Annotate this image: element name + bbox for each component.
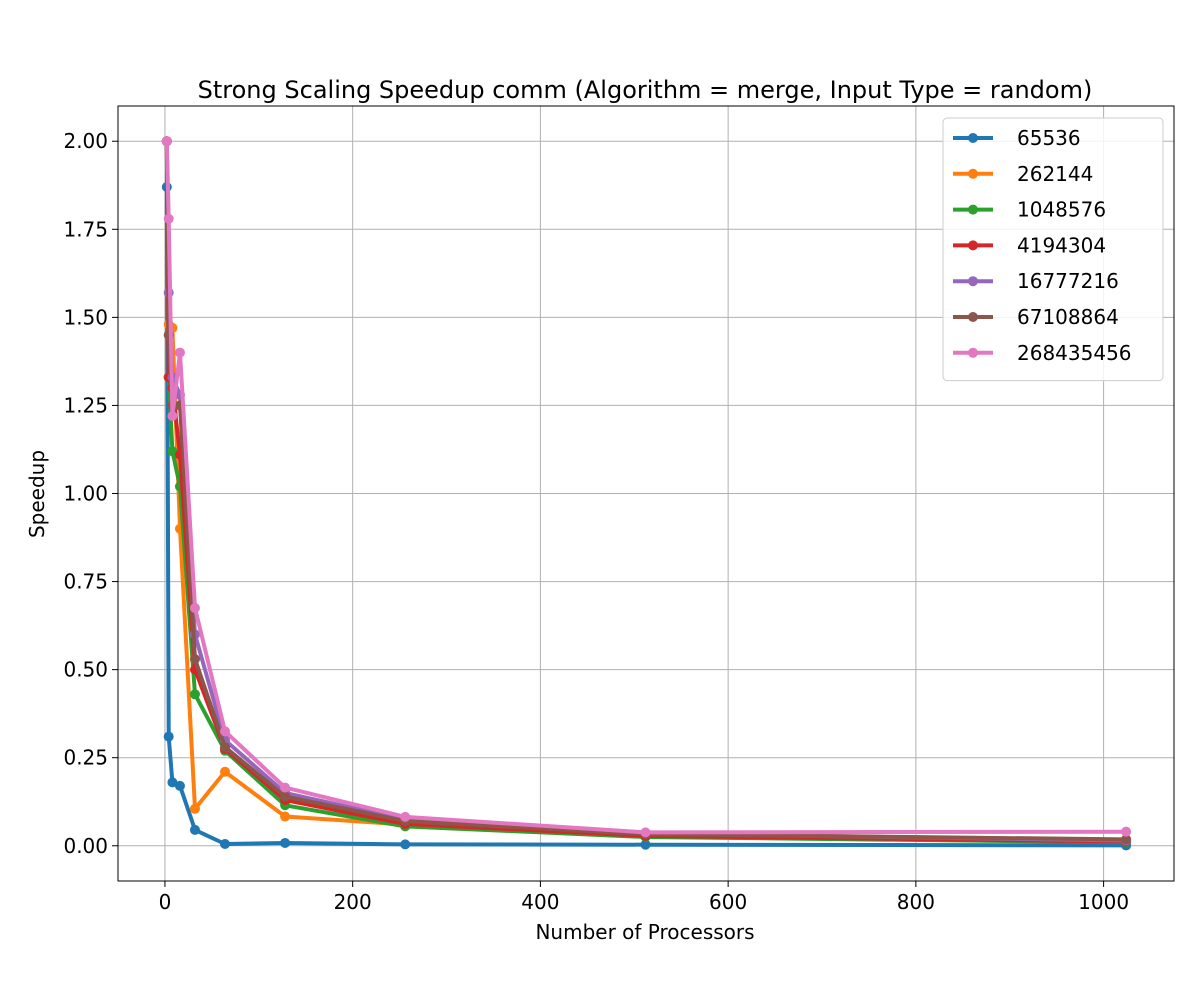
data-point <box>167 411 178 421</box>
series-268435456 <box>161 136 1132 838</box>
y-tick-label: 1.50 <box>63 305 108 329</box>
y-tick-label: 1.75 <box>63 217 108 241</box>
data-point <box>189 803 200 814</box>
legend-swatch-marker <box>968 240 978 251</box>
data-point <box>189 689 200 700</box>
legend-label: 65536 <box>1017 126 1081 150</box>
y-tick-label: 0.00 <box>63 834 108 858</box>
data-point <box>280 782 291 793</box>
data-point <box>400 811 411 822</box>
legend-item: 268435456 <box>953 341 1132 365</box>
legend-box <box>942 117 1164 382</box>
legend: 65536 262144 1048576 4194304 16777216 6710886… <box>942 117 1164 382</box>
y-tick-label: 1.25 <box>63 393 108 417</box>
data-point <box>280 837 291 848</box>
legend-item: 4194304 <box>953 233 1106 257</box>
data-point <box>280 791 291 802</box>
x-tick-label: 200 <box>334 890 372 914</box>
x-tick-label: 600 <box>709 890 747 914</box>
legend-item: 262144 <box>953 162 1093 186</box>
x-tick-label: 800 <box>897 890 935 914</box>
x-tick-label: 0 <box>159 890 172 914</box>
y-tick-label: 0.50 <box>63 658 108 682</box>
y-tick-label: 0.75 <box>63 570 108 594</box>
legend-label: 67108864 <box>1017 305 1119 329</box>
data-point <box>1121 826 1132 837</box>
legend-swatch-marker <box>968 312 978 322</box>
series-65536 <box>161 182 1132 851</box>
legend-label: 16777216 <box>1017 269 1119 293</box>
data-point <box>167 446 178 457</box>
data-point <box>220 742 231 753</box>
series-lines <box>161 136 1132 851</box>
data-point <box>189 654 200 665</box>
data-point <box>163 731 174 742</box>
legend-swatch-marker <box>968 276 978 287</box>
legend-item: 16777216 <box>953 269 1119 293</box>
legend-swatch-marker <box>968 347 978 358</box>
legend-label: 262144 <box>1017 162 1093 186</box>
legend-item: 1048576 <box>953 198 1106 222</box>
data-point <box>220 726 231 737</box>
data-point <box>640 827 651 838</box>
legend-swatch-marker <box>968 204 978 215</box>
data-point <box>400 839 411 850</box>
data-point <box>189 824 200 835</box>
data-point <box>280 811 291 822</box>
chart-title: Strong Scaling Speedup comm (Algorithm =… <box>198 76 1093 104</box>
series-line <box>164 141 1127 835</box>
y-axis-label: Speedup <box>25 450 49 538</box>
data-point <box>167 777 178 788</box>
legend-item: 65536 <box>953 126 1081 150</box>
data-point <box>1121 834 1132 845</box>
data-point <box>189 602 200 613</box>
data-point <box>220 766 231 777</box>
legend-swatch-marker <box>968 133 978 143</box>
data-point <box>163 213 174 224</box>
y-tick-label: 1.00 <box>63 482 108 506</box>
x-tick-label: 1000 <box>1078 890 1129 914</box>
data-point <box>220 839 231 850</box>
legend-swatch-marker <box>968 168 978 179</box>
y-tick-label: 2.00 <box>63 129 108 153</box>
y-tick-label: 0.25 <box>63 746 108 770</box>
data-point <box>161 136 172 147</box>
legend-label: 268435456 <box>1017 341 1132 365</box>
data-point <box>640 839 651 850</box>
axis-ticks: 0 200 400 600 800 1000 0.00 0.25 0.50 0.75 1.00 1.2… <box>63 129 1129 914</box>
data-point <box>174 780 185 791</box>
data-point <box>174 347 185 358</box>
x-tick-label: 400 <box>521 890 559 914</box>
legend-label: 4194304 <box>1017 233 1106 257</box>
series-line <box>164 186 1127 848</box>
grid <box>118 106 1174 881</box>
x-axis-label: Number of Processors <box>535 920 754 944</box>
legend-item: 67108864 <box>953 305 1119 329</box>
legend-label: 1048576 <box>1017 198 1106 222</box>
